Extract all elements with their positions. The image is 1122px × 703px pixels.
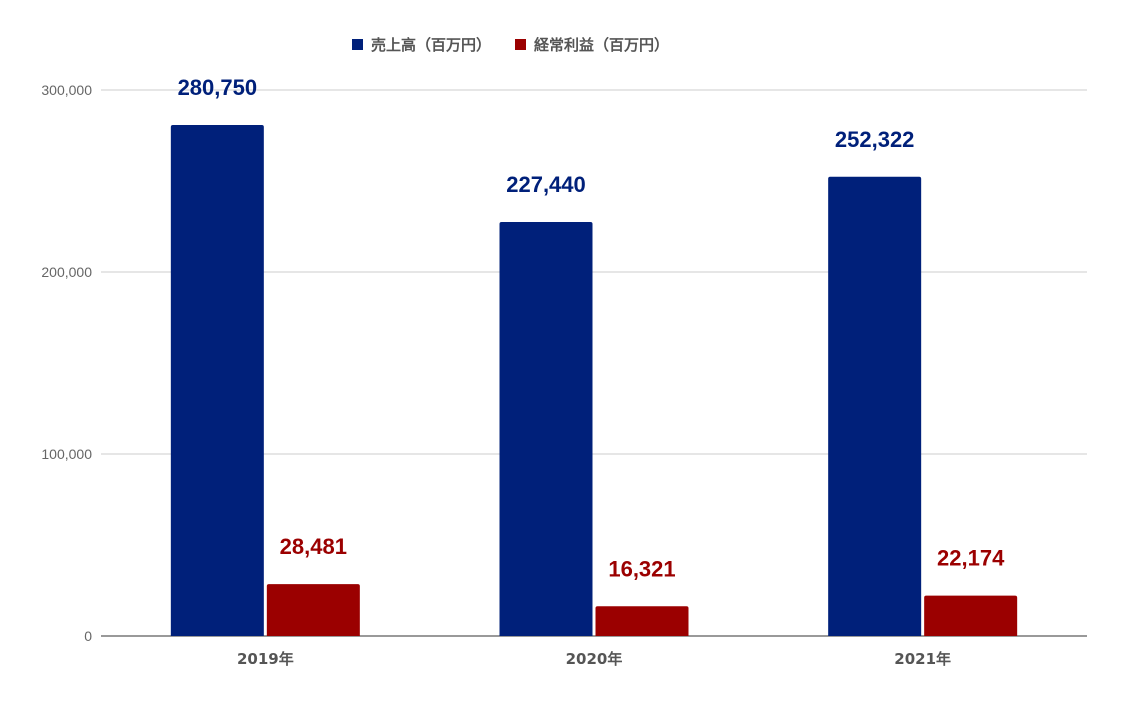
legend-label-1: 売上高（百万円） [371, 36, 491, 54]
bar-series2-1 [266, 584, 360, 636]
x-axis: 2019年 2020年 2021年 [237, 650, 951, 668]
x-category-label: 2020年 [566, 650, 623, 668]
bar-series1-2 [499, 222, 593, 636]
data-label-series1-2: 227,440 [506, 172, 586, 197]
bar-series2-2 [595, 606, 689, 636]
data-labels: 280,750 28,481 227,440 16,321 252,322 22,174 [178, 75, 1006, 581]
legend-swatch-2 [515, 39, 526, 50]
data-label-series2-2: 16,321 [608, 556, 675, 581]
y-tick-label: 0 [84, 628, 92, 644]
bar-series2-3 [924, 595, 1018, 636]
bar-series1-3 [828, 176, 922, 636]
y-tick-label: 100,000 [41, 446, 92, 462]
y-tick-label: 300,000 [41, 82, 92, 98]
data-label-series1-1: 280,750 [178, 75, 258, 100]
y-axis: 0 100,000 200,000 300,000 [41, 82, 92, 644]
bars [170, 125, 1018, 636]
x-category-label: 2019年 [237, 650, 294, 668]
legend-label-2: 経常利益（百万円） [534, 36, 669, 54]
legend-swatch-1 [352, 39, 363, 50]
data-label-series2-3: 22,174 [937, 546, 1005, 571]
gridlines [101, 89, 1087, 637]
bar-series1-1 [170, 125, 264, 636]
legend: 売上高（百万円） 経常利益（百万円） [352, 36, 669, 54]
data-label-series1-3: 252,322 [835, 127, 915, 152]
x-category-label: 2021年 [894, 650, 951, 668]
data-label-series2-1: 28,481 [280, 534, 347, 559]
y-tick-label: 200,000 [41, 264, 92, 280]
